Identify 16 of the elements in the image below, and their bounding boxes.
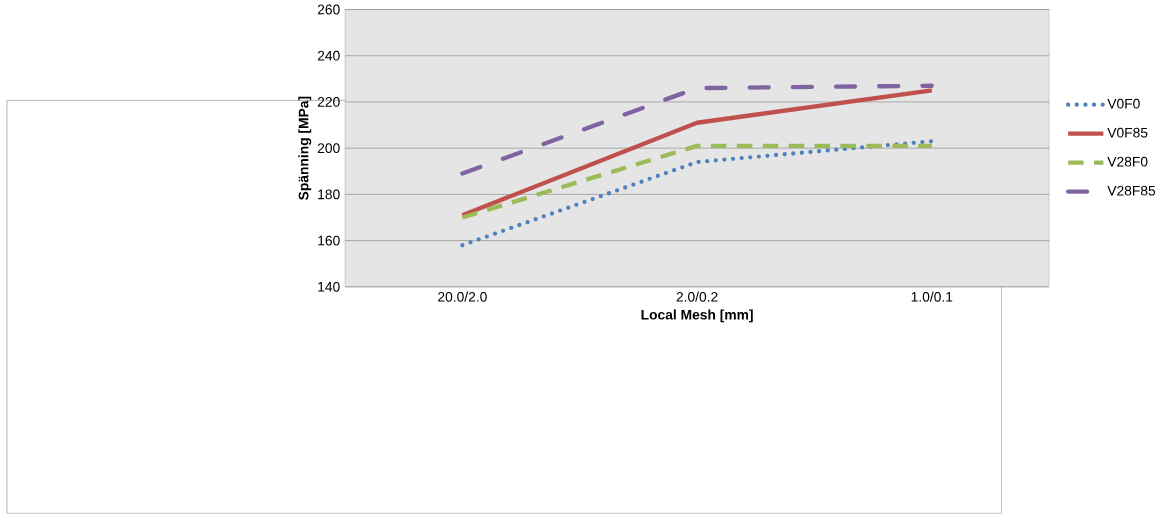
x-tick-label: 1.0/0.1 — [911, 291, 953, 302]
x-tick-label: 20.0/2.0 — [438, 291, 487, 302]
y-tick-label: 260 — [317, 4, 340, 15]
x-tick-label: 2.0/0.2 — [676, 291, 718, 302]
y-tick-label: 140 — [318, 282, 340, 292]
y-tick-label: 200 — [317, 143, 340, 154]
y-tick-label: 180 — [318, 189, 340, 200]
y-tick-label: 160 — [318, 235, 340, 246]
legend-label: V0F85 — [1107, 127, 1148, 138]
y-tick-label: 220 — [317, 97, 340, 107]
y-axis-title: Spänning [MPa] — [298, 96, 312, 201]
legend-label: V28F85 — [1107, 185, 1156, 196]
legend-label: V28F0 — [1107, 156, 1148, 167]
legend-label: V0F0 — [1107, 98, 1140, 109]
y-tick-label: 240 — [317, 50, 340, 61]
x-axis-title: Local Mesh [mm] — [641, 309, 753, 323]
